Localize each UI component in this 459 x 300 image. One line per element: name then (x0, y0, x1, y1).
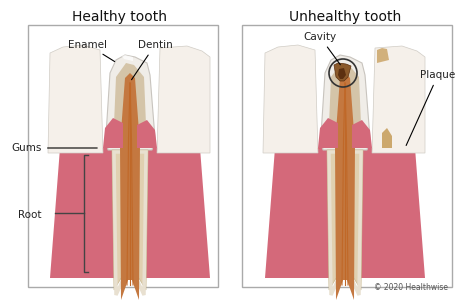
Polygon shape (112, 150, 148, 290)
Polygon shape (263, 45, 317, 153)
Polygon shape (334, 73, 354, 300)
Text: Dentin: Dentin (131, 40, 172, 80)
Polygon shape (327, 63, 361, 148)
Polygon shape (113, 63, 147, 148)
Polygon shape (106, 55, 155, 150)
Polygon shape (264, 148, 424, 278)
Text: Root: Root (18, 210, 42, 220)
Polygon shape (337, 68, 345, 79)
Polygon shape (103, 118, 123, 148)
Polygon shape (48, 45, 103, 153)
Polygon shape (376, 48, 388, 63)
Polygon shape (137, 120, 157, 148)
FancyBboxPatch shape (28, 25, 218, 287)
Text: Cavity: Cavity (303, 32, 340, 65)
Polygon shape (371, 46, 424, 153)
Polygon shape (274, 140, 325, 153)
Polygon shape (120, 73, 140, 300)
Polygon shape (333, 63, 350, 81)
Text: Unhealthy tooth: Unhealthy tooth (288, 10, 400, 24)
Text: Enamel: Enamel (68, 40, 114, 62)
Polygon shape (122, 55, 133, 61)
FancyBboxPatch shape (241, 25, 451, 287)
Polygon shape (381, 128, 391, 148)
Polygon shape (326, 150, 362, 290)
Polygon shape (50, 148, 210, 278)
Polygon shape (320, 55, 369, 150)
Text: Gums: Gums (11, 143, 97, 153)
Polygon shape (351, 120, 371, 148)
Polygon shape (317, 118, 337, 148)
Text: © 2020 Healthwise: © 2020 Healthwise (373, 283, 447, 292)
Text: Healthy tooth: Healthy tooth (73, 10, 167, 24)
Polygon shape (157, 46, 210, 153)
Text: Plaque: Plaque (405, 70, 454, 146)
